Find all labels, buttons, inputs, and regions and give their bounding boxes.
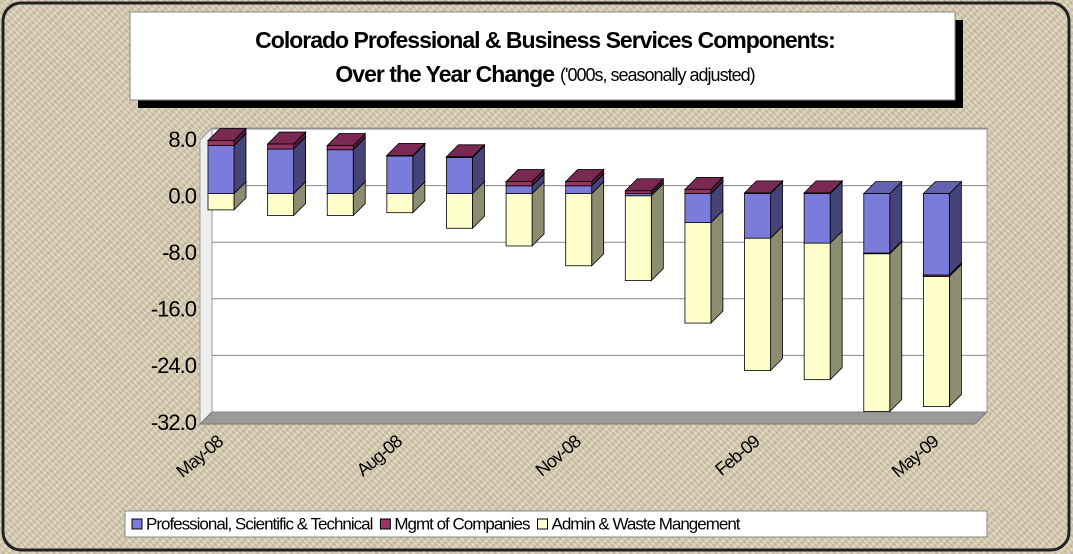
bar [624,182,665,282]
bar [385,142,426,158]
legend: Professional, Scientific & Technical Mgmt… [124,510,988,538]
legend-swatch [379,518,391,530]
bar-front [505,181,533,187]
bar [564,168,605,187]
bar [743,225,784,372]
title-note: ('000s, seasonally adjusted) [560,65,755,85]
bar [922,180,963,276]
bar-front [565,193,593,267]
chart-subtitle: Over the Year Change ('000s, seasonally a… [335,61,754,87]
bar [564,180,605,267]
legend-label: Mgmt of Companies [394,514,530,533]
bar [862,240,903,413]
bar-side [948,180,962,276]
bar [445,143,486,159]
bar [624,177,665,195]
bar-front [386,193,414,214]
bar-front [863,193,891,254]
bar-front [326,145,354,151]
bar-front [684,193,712,224]
bar [683,209,724,325]
bar-side [889,240,903,413]
legend-label: Admin & Waste Mangement [552,514,741,533]
y-tick-label: -24.0 [151,353,197,378]
bar-front [565,185,593,195]
bar-front [386,154,414,157]
x-tick-label: Aug-08 [353,431,406,480]
bar-front [326,149,354,195]
bar-side [770,225,783,372]
x-tick-label: Nov-08 [532,431,585,480]
bar-front [326,193,354,216]
bar-front [922,193,950,276]
bar [326,132,367,151]
bar-front [684,188,712,194]
bar-front [803,192,831,195]
y-tick-label: -32.0 [151,410,197,435]
bar-front [446,156,473,158]
bar-front [803,193,831,244]
bar-front [565,181,593,187]
bar-side [650,182,664,282]
legend-swatch [537,518,548,530]
bar-front [624,190,652,195]
bar-front [267,193,295,216]
bar-side [829,230,843,381]
bar [505,180,546,247]
y-tick-label: -16.0 [151,297,197,322]
bar-front [446,193,473,229]
y-tick-label: 8.0 [168,127,196,152]
x-tick-label: May-09 [888,431,943,482]
bar-front [267,143,295,150]
bar-front [207,193,235,211]
bar-front [207,145,235,195]
floor [198,411,989,425]
bar [266,131,307,150]
bar-front [207,140,235,146]
bar-front [744,192,771,195]
bar-front [505,185,533,195]
bar [505,168,546,187]
bar-side [591,180,605,267]
bar-side [948,263,962,408]
bar [922,263,963,408]
bar-front [267,148,295,194]
y-tick-label: -8.0 [162,240,197,265]
x-tick-label: May-08 [172,431,227,482]
bar-front [684,222,712,324]
title-box [129,11,956,101]
legend-label: Professional, Scientific & Technical [146,514,373,533]
bar-front [744,193,771,239]
bar-front [922,275,950,407]
x-tick-label: Feb-09 [711,431,764,480]
bar [683,176,724,195]
bar [803,179,844,195]
bar-front [505,193,533,247]
y-tick-label: 0.0 [168,183,196,208]
legend-box [124,510,988,538]
bar-front [803,242,831,381]
bar-side [710,209,724,325]
bar-front [386,155,414,194]
bar-front [744,237,771,371]
bar-front [446,157,473,195]
legend-swatch [131,518,143,530]
bar-front [624,195,652,282]
chart-title: Colorado Professional & Business Service… [255,27,835,53]
title-line2: Over the Year Change [335,61,554,87]
bar [803,230,844,381]
bar [862,180,903,254]
bar [743,179,784,195]
bar [207,127,247,147]
bar-front [863,253,891,412]
